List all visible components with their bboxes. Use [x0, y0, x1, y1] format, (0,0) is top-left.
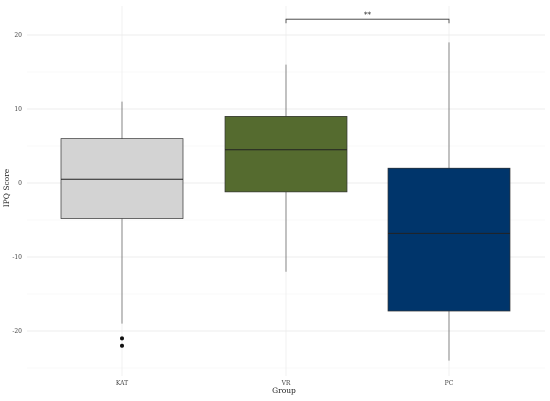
box-body: [387, 167, 511, 312]
x-tick-label: PC: [445, 380, 454, 387]
x-tick-label: VR: [281, 380, 291, 387]
significance-label: **: [364, 11, 372, 19]
box-body: [60, 138, 184, 219]
box-vr: [224, 64, 348, 272]
y-tick-label: 0: [18, 180, 22, 187]
significance-bracket: [285, 18, 450, 24]
box-kat: [60, 101, 184, 348]
y-tick-label: 10: [14, 106, 22, 113]
y-tick-labels: -20 -10 0 10 20: [12, 32, 22, 335]
box-pc: [387, 42, 511, 361]
y-tick-label: 20: [14, 32, 22, 39]
box-body: [224, 116, 348, 193]
x-tick-label: KAT: [116, 380, 128, 387]
boxes-layer: [60, 42, 511, 361]
outlier-point: [120, 336, 124, 341]
x-tick-labels: KAT VR PC: [116, 380, 454, 387]
y-tick-label: -10: [12, 254, 22, 261]
x-axis-title: Group: [272, 386, 296, 395]
significance-annotation: **: [285, 11, 450, 24]
y-tick-label: -20: [12, 328, 22, 335]
outlier-point: [120, 343, 124, 348]
y-axis-title: IPQ Score: [2, 168, 11, 207]
